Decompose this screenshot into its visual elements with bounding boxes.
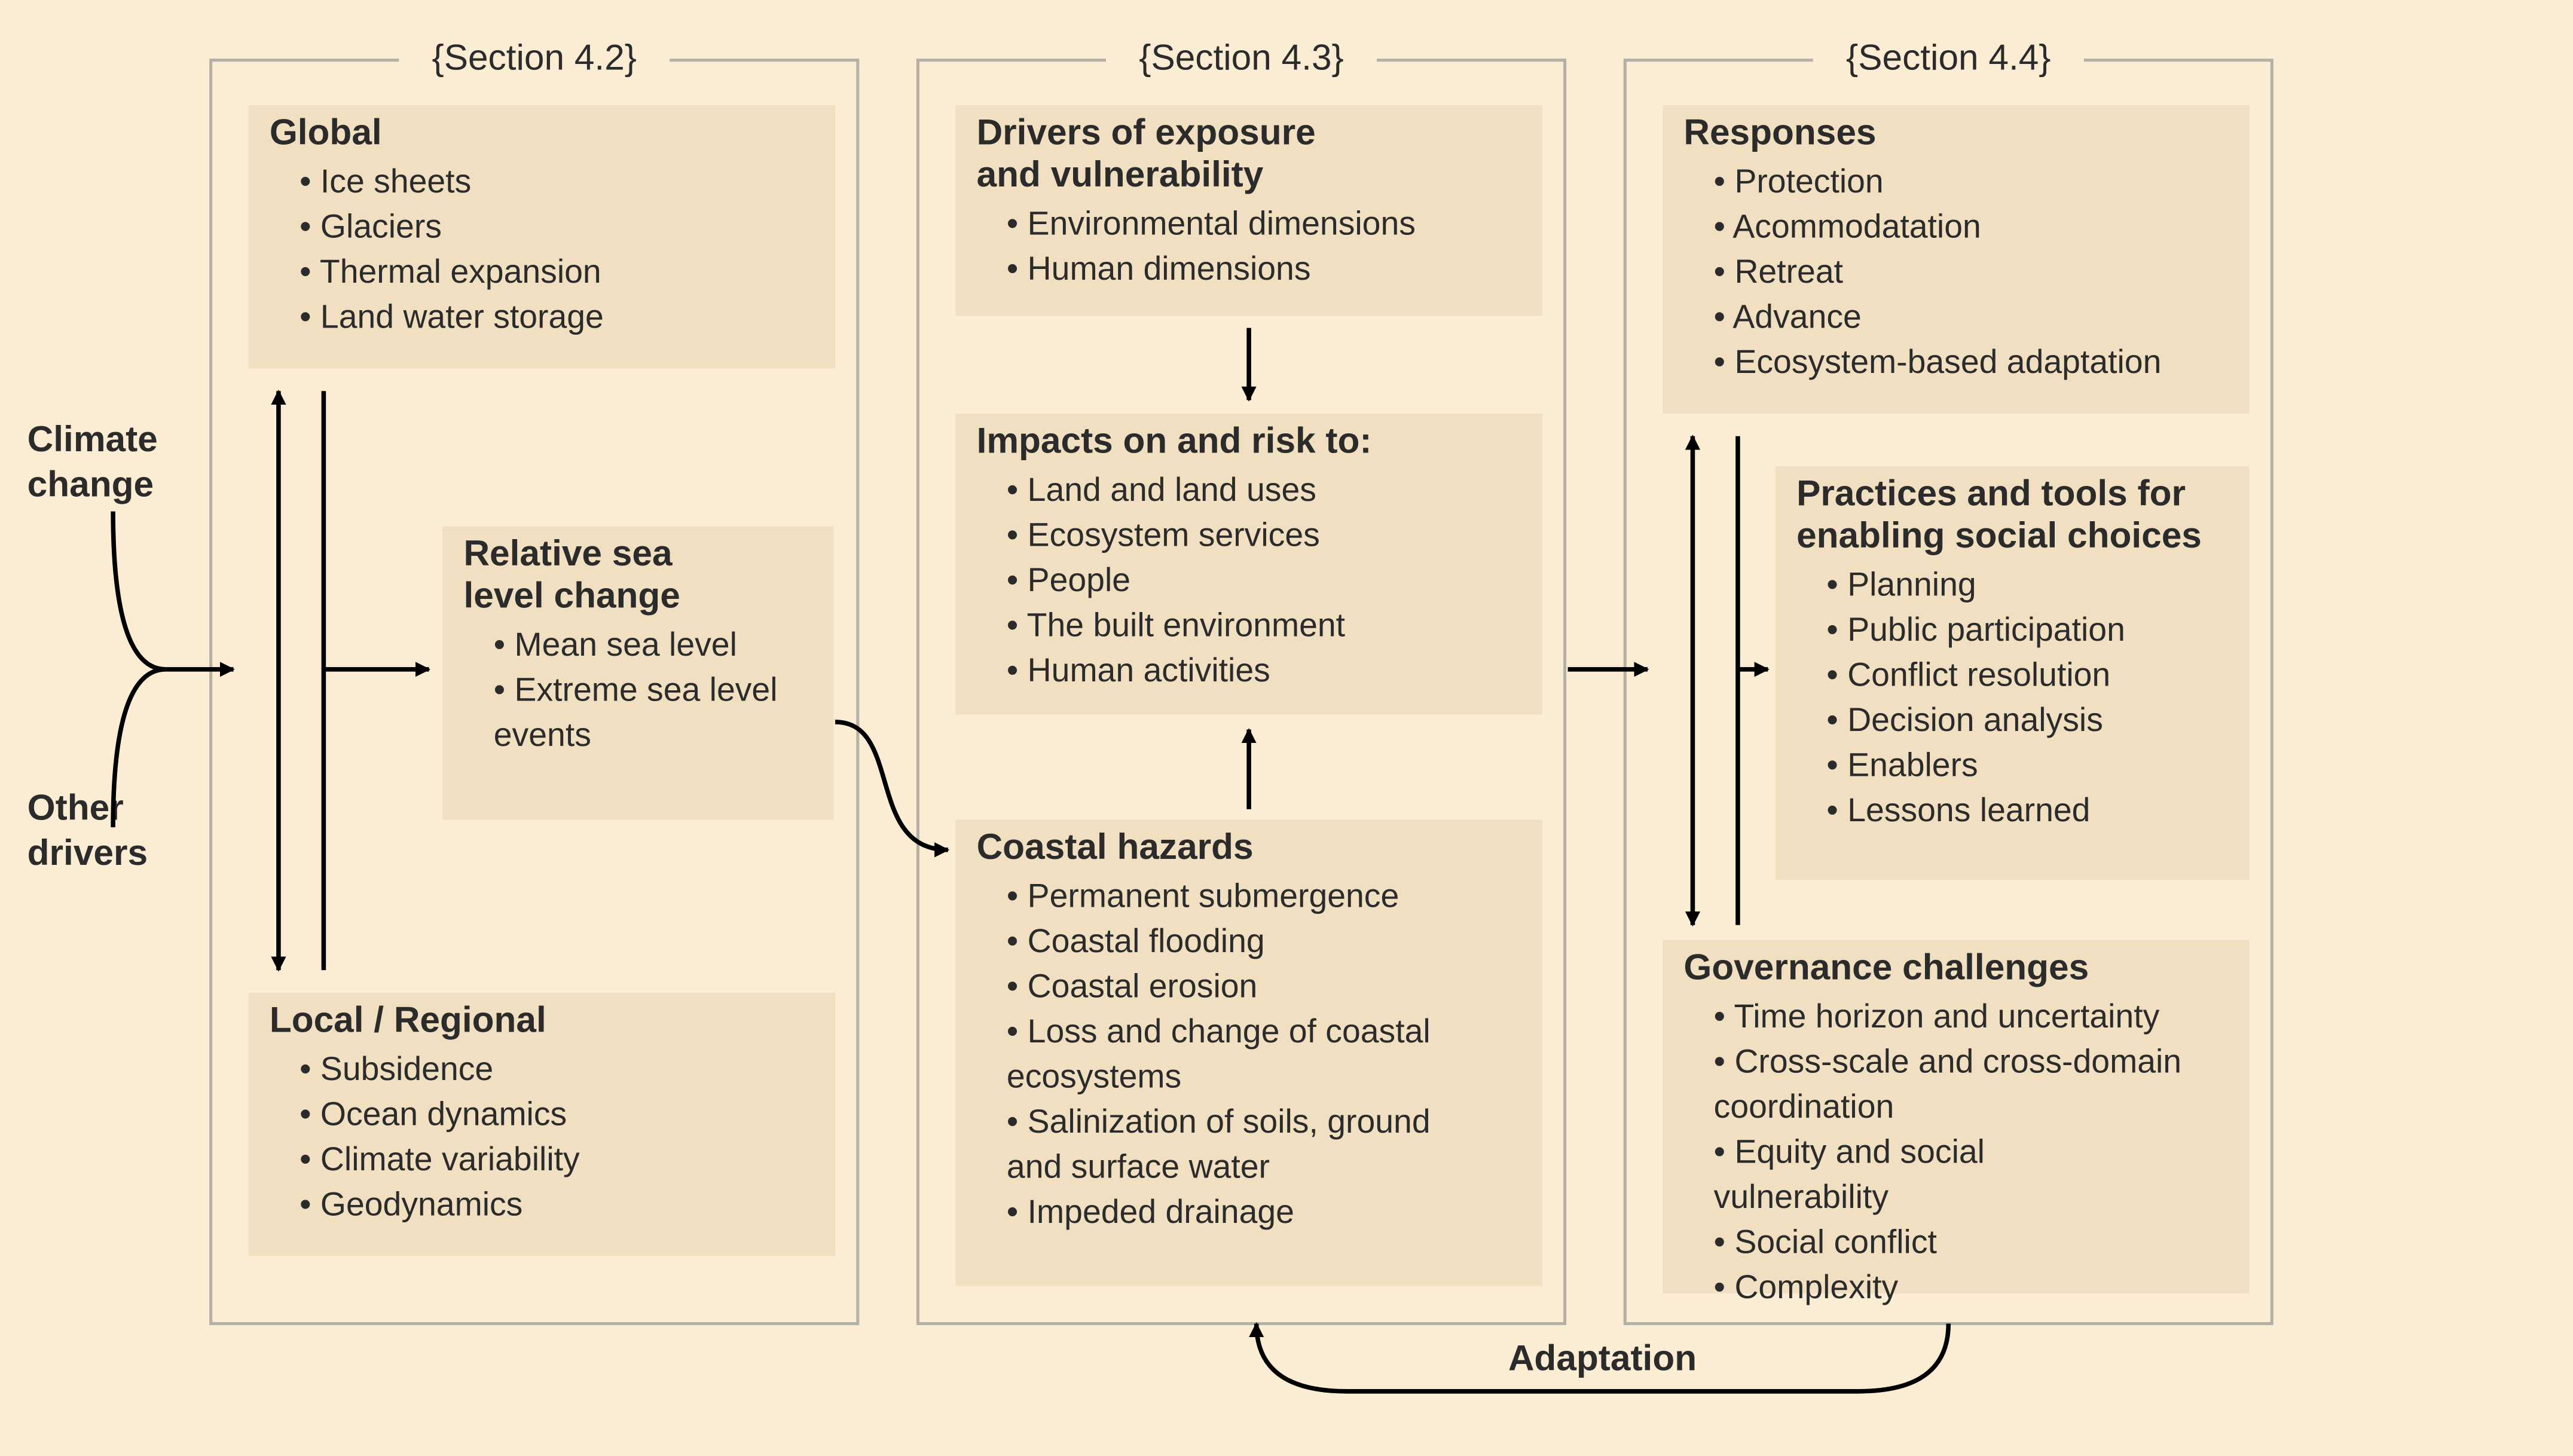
box-item: • Planning (1826, 566, 1976, 603)
box-item: ecosystems (1007, 1057, 1181, 1094)
box-item: • Protection (1714, 163, 1884, 200)
box-item: • Public participation (1826, 611, 2125, 648)
box-item: • The built environment (1007, 606, 1345, 643)
box-item: • Land and land uses (1007, 471, 1316, 508)
arrow (113, 512, 166, 669)
box-item: • Human activities (1007, 651, 1270, 689)
box-title-governance: Governance challenges (1683, 946, 2089, 987)
box-item: • Lessons learned (1826, 791, 2090, 828)
box-title-practices: Practices and tools for (1796, 473, 2186, 513)
driver-climate-change: change (27, 463, 154, 504)
box-item: • Subsidence (300, 1050, 493, 1087)
box-item: • Extreme sea level (494, 671, 778, 708)
driver-other: Other (27, 787, 124, 828)
box-item: • Enablers (1826, 747, 1978, 784)
box-item: • Human dimensions (1007, 250, 1311, 287)
box-item: • Thermal expansion (300, 253, 601, 290)
box-item: • Coastal flooding (1007, 922, 1265, 959)
box-item: • Decision analysis (1826, 701, 2103, 738)
box-item: • Coastal erosion (1007, 967, 1257, 1004)
box-title-rsl: level change (463, 575, 680, 616)
box-title-drivers-exp: Drivers of exposure (977, 112, 1316, 152)
section-label-s43: {Section 4.3} (1139, 37, 1343, 78)
box-item: • Advance (1714, 298, 1862, 335)
box-item: • Salinization of soils, ground (1007, 1103, 1431, 1140)
box-item: • Social conflict (1714, 1223, 1937, 1260)
box-title-responses: Responses (1683, 112, 1876, 152)
section-label-s42: {Section 4.2} (432, 37, 637, 78)
box-item: • Cross-scale and cross-domain (1714, 1042, 2181, 1079)
box-title-drivers-exp: and vulnerability (977, 154, 1264, 194)
box-item: • Ecosystem-based adaptation (1714, 343, 2162, 380)
box-item: • Ecosystem services (1007, 516, 1320, 553)
driver-climate-change: Climate (27, 418, 158, 459)
box-title-rsl: Relative sea (463, 533, 672, 573)
box-item: • Geodynamics (300, 1185, 522, 1222)
box-title-global: Global (270, 112, 382, 152)
box-item: • Environmental dimensions (1007, 205, 1416, 242)
box-item: • Land water storage (300, 298, 604, 335)
box-item: events (494, 716, 591, 753)
box-item: • Ice sheets (300, 163, 471, 200)
box-item: • People (1007, 561, 1130, 598)
box-item: • Equity and social (1714, 1133, 1985, 1170)
box-item: • Permanent submergence (1007, 877, 1399, 914)
arrow (835, 722, 948, 850)
box-title-practices: enabling social choices (1796, 515, 2202, 555)
box-item: • Climate variability (300, 1140, 580, 1177)
box-item: • Glaciers (300, 208, 442, 245)
adaptation-label: Adaptation (1508, 1338, 1697, 1378)
box-item: • Impeded drainage (1007, 1193, 1294, 1230)
box-item: • Retreat (1714, 253, 1843, 290)
box-title-impacts: Impacts on and risk to: (977, 420, 1372, 460)
box-item: vulnerability (1714, 1178, 1889, 1215)
box-title-local: Local / Regional (270, 999, 546, 1039)
box-item: • Complexity (1714, 1268, 1899, 1305)
driver-other: drivers (27, 832, 148, 873)
box-item: • Mean sea level (494, 626, 737, 663)
box-item: • Conflict resolution (1826, 656, 2110, 693)
box-item: • Ocean dynamics (300, 1095, 567, 1132)
box-item: • Loss and change of coastal (1007, 1013, 1431, 1050)
box-item: • Acommodatation (1714, 208, 1981, 245)
box-item: and surface water (1007, 1148, 1270, 1185)
box-item: coordination (1714, 1088, 1894, 1125)
box-title-hazards: Coastal hazards (977, 826, 1254, 867)
box-item: • Time horizon and uncertainty (1714, 998, 2160, 1035)
section-label-s44: {Section 4.4} (1846, 37, 2051, 78)
